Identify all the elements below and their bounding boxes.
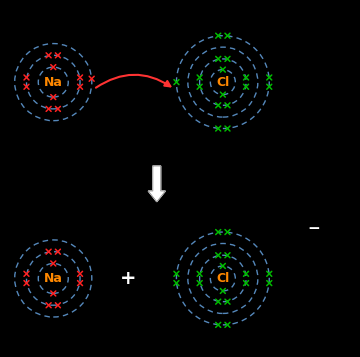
- Text: −: −: [307, 221, 320, 236]
- Text: Cl: Cl: [216, 272, 229, 285]
- Text: Cl: Cl: [216, 76, 229, 89]
- Text: Na: Na: [44, 76, 63, 89]
- Text: Na: Na: [44, 272, 63, 285]
- Polygon shape: [148, 166, 165, 202]
- Text: +: +: [120, 269, 136, 288]
